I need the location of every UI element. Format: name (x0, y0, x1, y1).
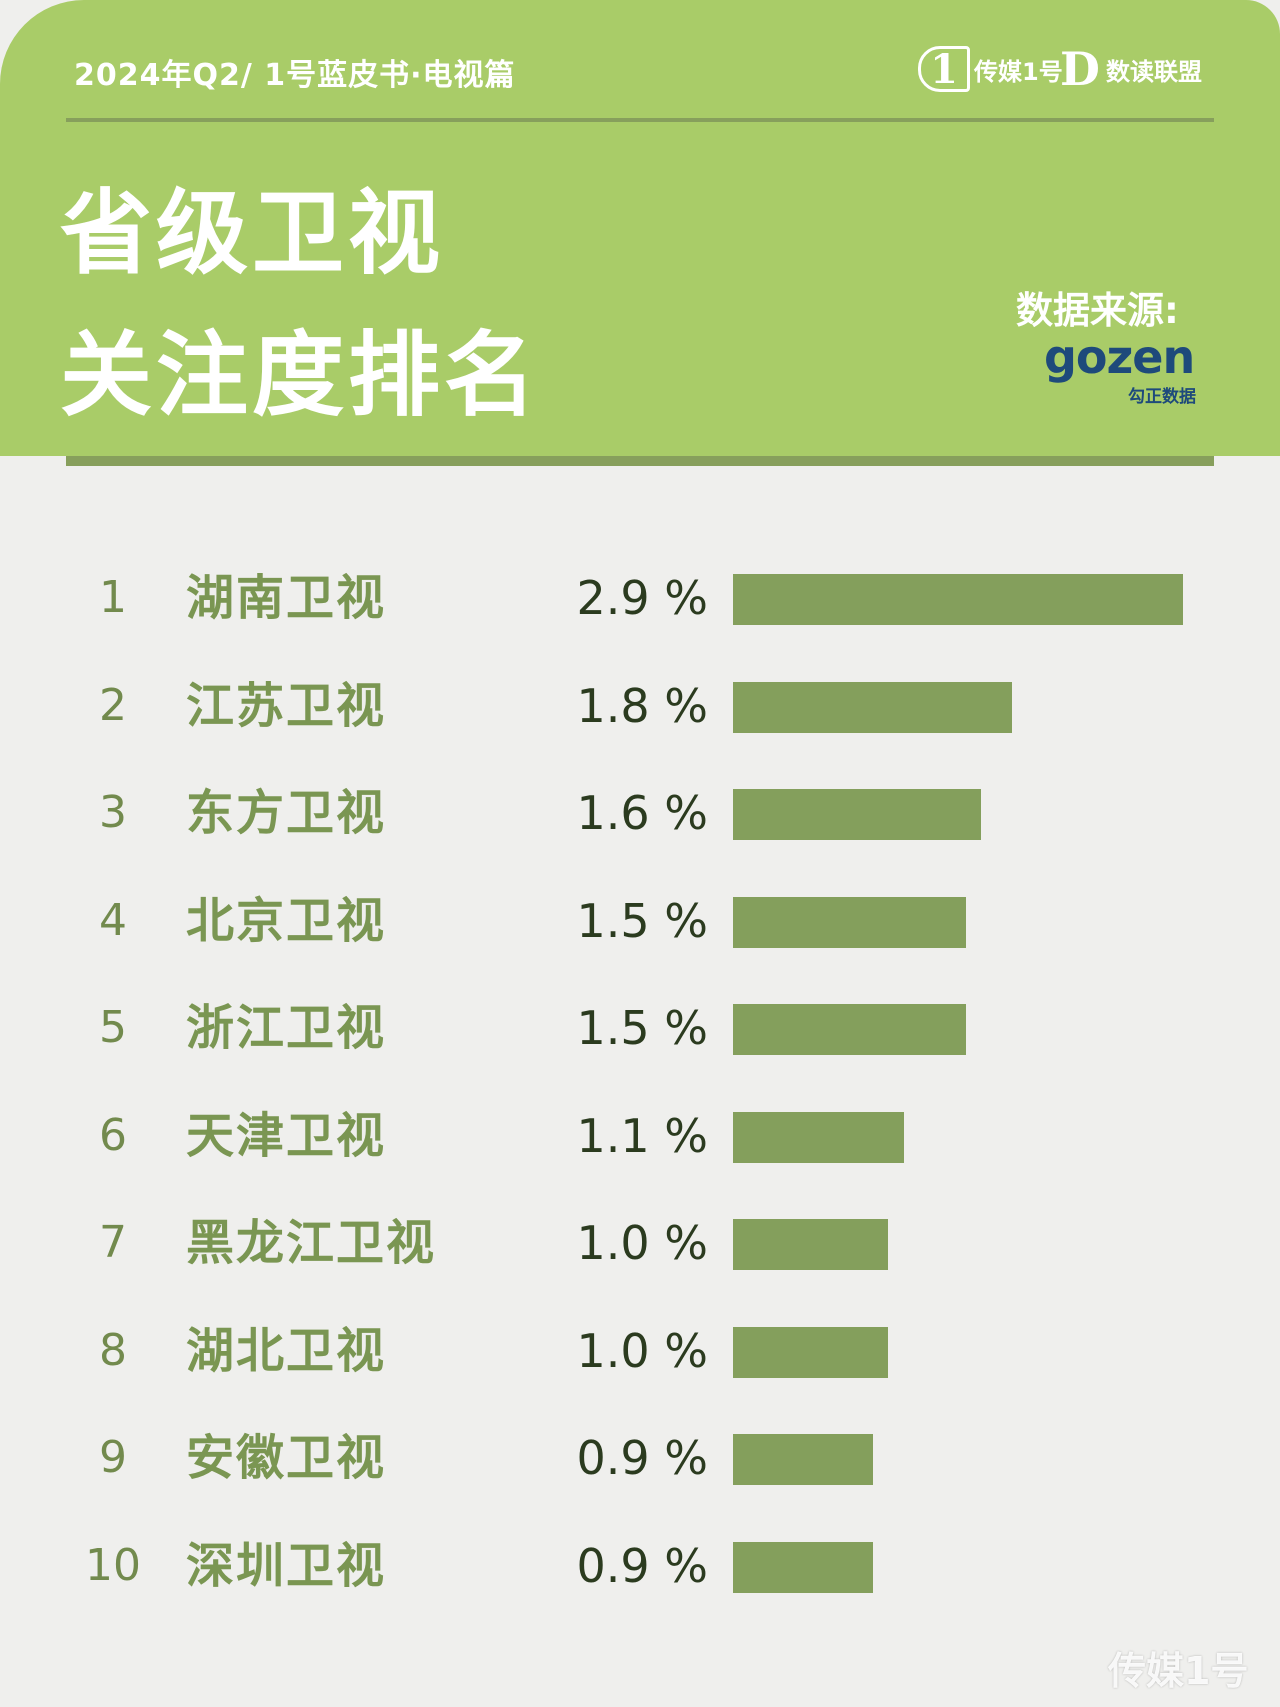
rank-number: 9 (99, 1432, 127, 1483)
bar (733, 1434, 873, 1485)
bar (733, 789, 981, 840)
rank-number: 5 (99, 1002, 127, 1053)
gozen-logo: gozen 勾正数据 (1044, 330, 1204, 407)
brand-mark-primary: 1 (918, 46, 970, 93)
channel-name: 江苏卫视 (186, 678, 387, 734)
rank-number: 6 (99, 1110, 127, 1161)
chart-row: 2 江苏卫视 1.8 % (0, 678, 1280, 734)
bar (733, 574, 1183, 625)
value-label: 1.6 % (576, 786, 709, 840)
header-divider (66, 118, 1214, 122)
data-source-label: 数据来源: (1016, 289, 1179, 332)
rank-number: 8 (99, 1325, 127, 1376)
value-label: 1.0 % (576, 1324, 709, 1378)
value-label: 1.5 % (576, 894, 709, 948)
bar (733, 1542, 873, 1593)
channel-name: 浙江卫视 (186, 1000, 387, 1056)
rank-number: 4 (99, 895, 127, 946)
channel-name: 湖南卫视 (186, 570, 387, 626)
bar (733, 682, 1012, 733)
chart-row: 3 东方卫视 1.6 % (0, 785, 1280, 841)
channel-name: 黑龙江卫视 (186, 1215, 437, 1271)
channel-name: 天津卫视 (186, 1108, 387, 1164)
rank-number: 7 (99, 1217, 127, 1268)
value-label: 0.9 % (576, 1539, 709, 1593)
value-label: 1.5 % (576, 1001, 709, 1055)
chart-row: 6 天津卫视 1.1 % (0, 1108, 1280, 1164)
brand-text-secondary: 数读联盟 (1106, 57, 1202, 86)
channel-name: 深圳卫视 (186, 1538, 387, 1594)
bar (733, 1219, 888, 1270)
chart-row: 9 安徽卫视 0.9 % (0, 1430, 1280, 1486)
value-label: 1.0 % (576, 1216, 709, 1270)
channel-name: 安徽卫视 (186, 1430, 387, 1486)
rank-number: 2 (99, 680, 127, 731)
header-bottom-rule (66, 456, 1214, 466)
chart-row: 7 黑龙江卫视 1.0 % (0, 1215, 1280, 1271)
rank-number: 10 (85, 1540, 141, 1591)
bar (733, 1327, 888, 1378)
report-label: 2024年Q2/ 1号蓝皮书·电视篇 (74, 58, 516, 93)
value-label: 0.9 % (576, 1431, 709, 1485)
chart-row: 5 浙江卫视 1.5 % (0, 1000, 1280, 1056)
value-label: 1.8 % (576, 679, 709, 733)
watermark: 传媒1号 (1108, 1649, 1249, 1693)
channel-name: 北京卫视 (186, 893, 387, 949)
bar (733, 1004, 966, 1055)
brand-logo-primary: 1 传媒1号 (918, 44, 1063, 94)
value-label: 1.1 % (576, 1109, 709, 1163)
gozen-logo-word: gozen (1044, 330, 1195, 384)
rank-number: 3 (99, 787, 127, 838)
channel-name: 东方卫视 (186, 785, 387, 841)
brand-text-primary: 传媒1号 (974, 57, 1063, 86)
value-label: 2.9 % (576, 571, 709, 625)
bar (733, 1112, 904, 1163)
page-title-line-1: 省级卫视 (60, 180, 445, 287)
chart-row: 1 湖南卫视 2.9 % (0, 570, 1280, 626)
channel-name: 湖北卫视 (186, 1323, 387, 1379)
header-banner: 2024年Q2/ 1号蓝皮书·电视篇 1 传媒1号 D 数读联盟 省级卫视 关注… (0, 0, 1280, 456)
rank-number: 1 (99, 572, 127, 623)
brand-mark-secondary: D (1060, 42, 1100, 96)
chart-row: 4 北京卫视 1.5 % (0, 893, 1280, 949)
bar (733, 897, 966, 948)
brand-logo-secondary: D 数读联盟 (1058, 42, 1202, 96)
chart-row: 8 湖北卫视 1.0 % (0, 1323, 1280, 1379)
chart-row: 10 深圳卫视 0.9 % (0, 1538, 1280, 1594)
gozen-logo-subtitle: 勾正数据 (1128, 387, 1196, 407)
page-title-line-2: 关注度排名 (60, 322, 541, 429)
